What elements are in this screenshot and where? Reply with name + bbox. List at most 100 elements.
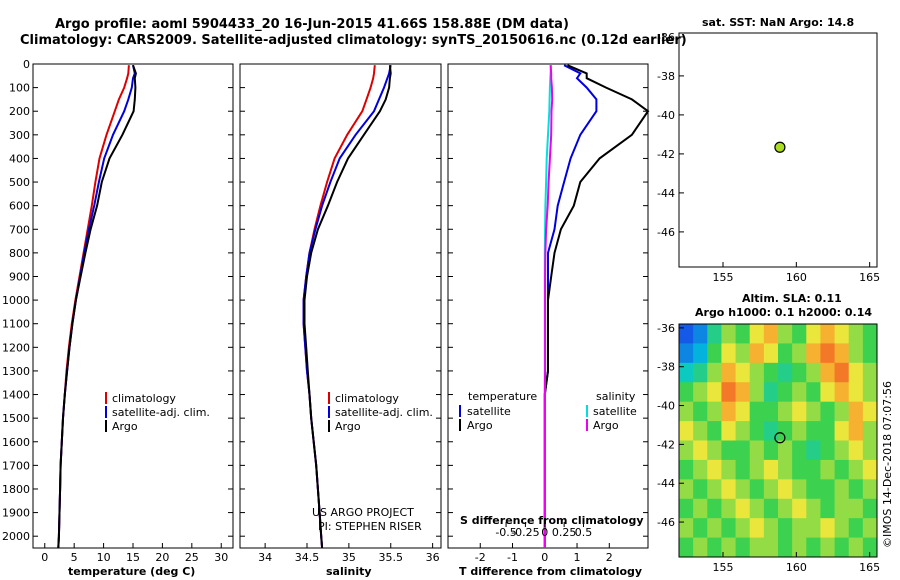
legend-satellite: satellite-adj. clim. [112, 406, 210, 419]
x-tick-label: 165 [859, 561, 880, 574]
heatmap-cell [735, 440, 751, 461]
heatmap-cell [707, 479, 722, 500]
heatmap-cell [735, 421, 751, 441]
map-frame [678, 323, 878, 558]
difference-xlabel: T difference from climatology [459, 565, 642, 578]
heatmap-cell [862, 401, 878, 422]
plot-frame [32, 63, 234, 549]
heatmap-cell [820, 459, 836, 480]
heatmap-cell [763, 459, 779, 480]
heatmap-cell [848, 440, 864, 461]
heatmap-cell [834, 382, 850, 403]
heatmap-cell [792, 479, 807, 500]
heatmap-cell [749, 362, 765, 383]
heatmap-cell [693, 440, 708, 461]
heatmap-cell [763, 421, 779, 441]
series-line-climatology [302, 65, 376, 549]
heatmap-cell [693, 518, 708, 539]
y-tick-label: -46 [657, 226, 675, 239]
x-tick-label: 36 [426, 551, 440, 564]
heatmap-cell [721, 382, 737, 403]
heatmap-cell [848, 518, 864, 539]
heatmap-cell [749, 421, 765, 441]
credit-text: US ARGO PROJECT [312, 506, 414, 519]
heatmap-cell [707, 440, 722, 461]
legend-swatch-climatology [328, 392, 330, 404]
heatmap-cell [806, 401, 821, 422]
heatmap-cell [792, 440, 807, 461]
y-tick-label: 1500 [2, 412, 30, 425]
y-tick-label: 1100 [2, 318, 30, 331]
argo-position-marker [774, 432, 786, 444]
y-tick-label: -40 [657, 400, 675, 413]
heatmap-cell [735, 518, 751, 539]
legend-swatch-climatology [105, 392, 107, 404]
heatmap-cell [834, 401, 850, 422]
heatmap-cell [749, 324, 765, 344]
heatmap-cell [763, 518, 779, 539]
heatmap-cell [834, 440, 850, 461]
heatmap-cell [792, 401, 807, 422]
salinity-panel: 34 34.5 35 35.5 36 [239, 63, 442, 564]
heatmap-cell [679, 401, 694, 422]
y-tick-label: -46 [657, 516, 675, 529]
heatmap-cell [763, 382, 779, 403]
heatmap-cell [820, 343, 836, 364]
y-tick-label: 100 [9, 82, 30, 95]
legend-temp-satellite: satellite [467, 405, 511, 418]
heatmap-cell [820, 479, 836, 500]
heatmap-cell [679, 421, 694, 441]
top-x-tick-label: -0.25 [511, 526, 539, 539]
heatmap-cell [848, 421, 864, 441]
heatmap-cell [679, 440, 694, 461]
heatmap-cell [679, 343, 694, 364]
x-tick-label: 155 [713, 271, 734, 284]
heatmap-cell [778, 459, 793, 480]
y-tick-label: 400 [9, 152, 30, 165]
legend-swatch-sal-satellite [586, 405, 588, 417]
heatmap-cell [735, 401, 751, 422]
heatmap-cell [763, 362, 779, 383]
y-tick-label: 600 [9, 200, 30, 213]
legend-sal-argo: Argo [593, 419, 619, 432]
series-line-salinity-argo [543, 65, 554, 548]
header-line1: Argo profile: aoml 5904433_20 16-Jun-201… [55, 17, 569, 32]
heatmap-cell [707, 459, 722, 480]
heatmap-cell [806, 518, 821, 539]
heatmap-cell [679, 479, 694, 500]
heatmap-cell [806, 324, 821, 344]
difference-xlabel-top: S difference from climatology [460, 514, 644, 527]
heatmap-cell [778, 343, 793, 364]
heatmap-cell [792, 518, 807, 539]
legend-sal-satellite: satellite [593, 405, 637, 418]
heatmap-cell [848, 343, 864, 364]
heatmap-cell [848, 479, 864, 500]
legend-swatch-argo [328, 420, 330, 432]
heatmap-cell [763, 537, 779, 558]
heatmap-cell [806, 537, 821, 558]
y-tick-label: 500 [9, 176, 30, 189]
heatmap-cell [792, 537, 807, 558]
x-tick-label: 25 [185, 551, 199, 564]
temperature-xlabel: temperature (deg C) [68, 565, 195, 578]
y-tick-label: 1400 [2, 389, 30, 402]
heatmap-cell [806, 479, 821, 500]
heatmap-cell [763, 343, 779, 364]
heatmap-cell [735, 479, 751, 500]
heatmap-cell [679, 518, 694, 539]
heatmap-cell [693, 401, 708, 422]
heatmap-cell [862, 324, 878, 344]
heatmap-cell [820, 401, 836, 422]
heatmap-cell [820, 324, 836, 344]
heatmap-cell [778, 518, 793, 539]
legend-temperature-title: temperature [468, 390, 537, 403]
heatmap-cell [749, 537, 765, 558]
heatmap-cell [834, 459, 850, 480]
y-tick-label: 200 [9, 105, 30, 118]
legend-argo: Argo [335, 420, 361, 433]
x-tick-label: 2 [606, 551, 613, 564]
legend-swatch-temp-satellite [459, 405, 461, 417]
legend-satellite: satellite-adj. clim. [335, 406, 433, 419]
heatmap-cell [778, 362, 793, 383]
heatmap-cell [834, 498, 850, 519]
